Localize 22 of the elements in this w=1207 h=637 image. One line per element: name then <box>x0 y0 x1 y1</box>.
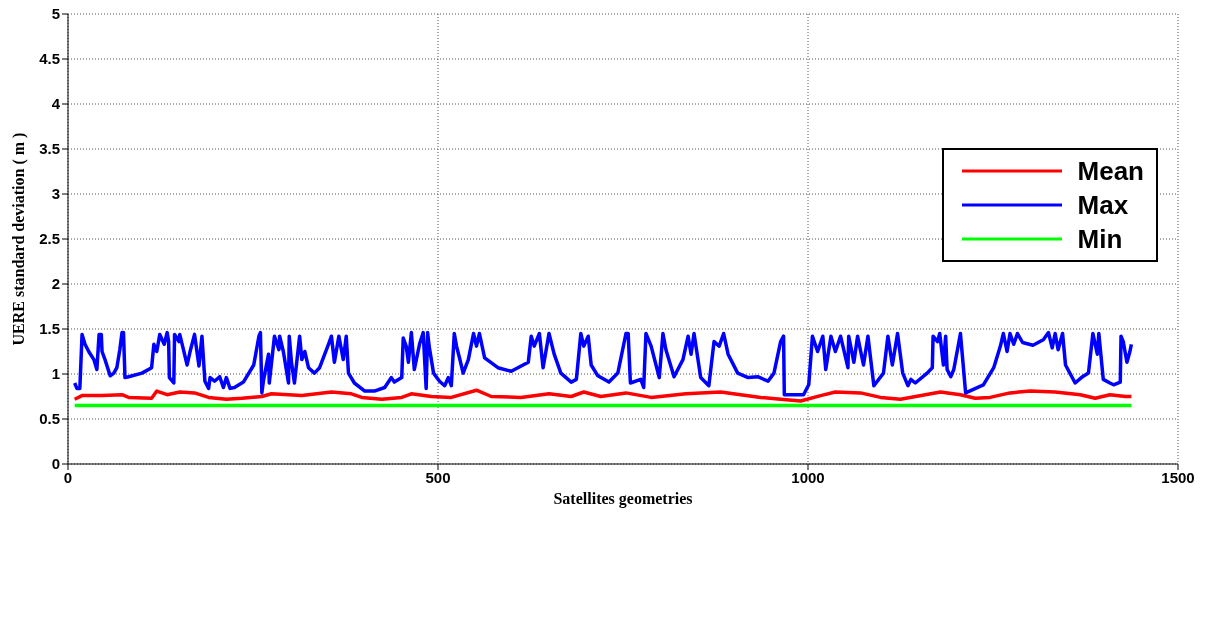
legend-label: Max <box>1077 189 1129 222</box>
x-tick-label: 1500 <box>1161 468 1195 486</box>
x-axis-title: Satellites geometries <box>553 490 693 508</box>
y-tick-label: 1 <box>51 365 60 383</box>
legend-label: Mean <box>1077 155 1144 188</box>
y-tick-label: 2.5 <box>39 230 60 248</box>
y-tick-label: 3 <box>51 185 60 203</box>
y-tick-label: 5 <box>51 5 60 23</box>
x-tick-label: 0 <box>63 468 73 486</box>
y-tick-label: 0.5 <box>39 410 60 428</box>
y-tick-label: 1.5 <box>39 320 60 338</box>
line-series <box>72 330 1134 397</box>
y-tick-label: 2 <box>51 275 60 293</box>
legend-label: Min <box>1077 223 1123 256</box>
y-tick-label: 3.5 <box>39 140 60 158</box>
y-tick-label: 4 <box>51 95 61 113</box>
x-tick-label: 1000 <box>791 468 825 486</box>
y-tick-label: 0 <box>51 455 60 473</box>
y-axis-title: UERE standard deviation ( m ) <box>9 132 28 346</box>
line-series <box>72 388 1134 403</box>
y-tick-label: 4.5 <box>39 50 60 68</box>
x-tick-label: 500 <box>425 468 451 486</box>
